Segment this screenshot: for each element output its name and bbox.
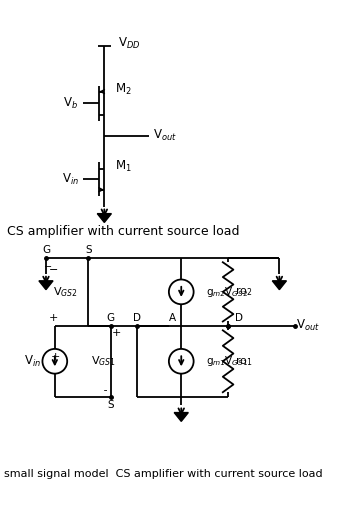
Polygon shape — [272, 281, 286, 290]
Polygon shape — [97, 213, 111, 223]
Text: $-$: $-$ — [43, 260, 52, 270]
Text: S: S — [107, 401, 114, 410]
Polygon shape — [39, 281, 53, 290]
Text: G: G — [106, 313, 115, 323]
Text: V$_{in}$: V$_{in}$ — [24, 354, 41, 369]
Text: $\bar{}$: $\bar{}$ — [104, 385, 109, 394]
Text: g$_{m2}$V$_{GS2}$: g$_{m2}$V$_{GS2}$ — [206, 285, 248, 299]
Text: A: A — [169, 313, 176, 323]
Text: G: G — [42, 245, 50, 255]
Text: g$_{m1}$V$_{GS1}$: g$_{m1}$V$_{GS1}$ — [206, 354, 248, 368]
Text: $-$: $-$ — [48, 264, 58, 273]
Text: D: D — [235, 313, 243, 323]
Text: V$_{out}$: V$_{out}$ — [152, 128, 176, 143]
Text: $+$: $+$ — [50, 351, 60, 362]
Text: V$_{DD}$: V$_{DD}$ — [118, 36, 140, 51]
Text: $+$: $+$ — [111, 327, 121, 339]
Text: V$_{in}$: V$_{in}$ — [62, 171, 79, 187]
Text: M$_{1}$: M$_{1}$ — [115, 159, 132, 174]
Text: M$_{2}$: M$_{2}$ — [115, 82, 132, 97]
Text: $+$: $+$ — [48, 311, 58, 323]
Polygon shape — [174, 412, 188, 421]
Text: D: D — [133, 313, 141, 323]
Text: ro$_{1}$: ro$_{1}$ — [235, 355, 253, 368]
Text: CS amplifier with current source load: CS amplifier with current source load — [7, 225, 240, 238]
Text: S: S — [85, 245, 92, 255]
Text: small signal model  CS amplifier with current source load: small signal model CS amplifier with cur… — [4, 469, 323, 480]
Text: V$_{b}$: V$_{b}$ — [63, 95, 78, 111]
Text: ro$_{2}$: ro$_{2}$ — [235, 285, 253, 298]
Text: V$_{out}$: V$_{out}$ — [296, 319, 320, 333]
Text: V$_{GS2}$: V$_{GS2}$ — [53, 285, 78, 299]
Text: V$_{GS1}$: V$_{GS1}$ — [91, 354, 116, 368]
